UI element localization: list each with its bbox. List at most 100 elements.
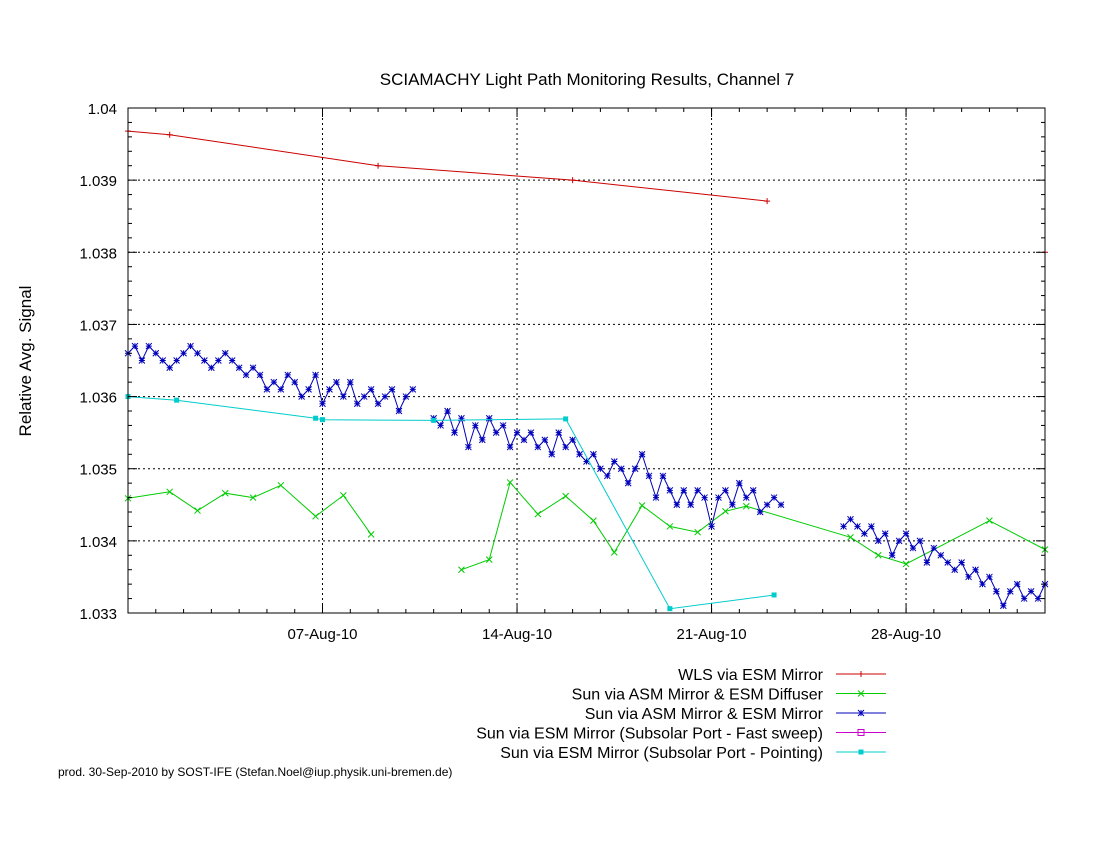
x-tick-label: 28-Aug-10: [871, 626, 941, 643]
data-point: [999, 602, 1007, 610]
data-point: [937, 551, 945, 559]
data-point: [1034, 595, 1042, 602]
data-point: [458, 566, 465, 574]
data-point: [333, 378, 340, 386]
data-point: [854, 523, 861, 530]
data-point: [563, 416, 569, 422]
data-point: [729, 501, 736, 509]
data-point: [485, 414, 493, 422]
data-point: [923, 559, 931, 566]
legend-swatch-marker: [858, 671, 864, 677]
x-tick-label: 07-Aug-10: [287, 626, 357, 643]
data-point: [166, 131, 173, 138]
data-point: [221, 349, 229, 357]
data-point: [569, 436, 576, 444]
data-point: [346, 378, 354, 386]
legend-label: Sun via ASM Mirror & ESM Diffuser: [572, 687, 824, 704]
data-point: [437, 422, 444, 429]
data-point: [242, 371, 250, 379]
data-point: [506, 443, 514, 451]
legend-swatch-marker: [857, 709, 865, 717]
data-point: [735, 479, 743, 487]
data-point: [235, 364, 243, 372]
data-point: [840, 523, 847, 530]
data-point: [458, 414, 465, 422]
data-point: [313, 415, 319, 421]
data-point: [861, 530, 868, 537]
data-point: [214, 357, 222, 364]
chart-title: SCIAMACHY Light Path Monitoring Results,…: [380, 70, 795, 89]
data-point: [590, 517, 597, 525]
data-point: [1027, 588, 1035, 595]
data-point: [187, 342, 194, 350]
data-point: [320, 417, 326, 423]
data-point: [610, 458, 618, 465]
data-point: [277, 386, 285, 393]
data-point: [340, 492, 347, 499]
data-point: [367, 531, 375, 538]
data-point: [666, 523, 674, 530]
series-line: [127, 396, 775, 610]
footer-credit: prod. 30-Sep-2010 by SOST-IFE (Stefan.No…: [58, 765, 452, 779]
data-point: [902, 560, 910, 568]
data-point: [534, 443, 542, 451]
data-point: [152, 349, 160, 357]
legend: WLS via ESM Mirror Sun via ASM Mirror & E…: [476, 667, 886, 762]
data-point: [194, 507, 201, 514]
data-point: [847, 533, 854, 541]
data-point: [270, 378, 278, 386]
data-point: [638, 450, 646, 458]
data-point: [431, 417, 437, 423]
data-point: [555, 429, 563, 436]
data-point: [277, 481, 285, 489]
plot-frame: [127, 107, 1046, 614]
data-point: [444, 407, 451, 415]
data-point: [756, 508, 764, 516]
data-point: [569, 177, 576, 184]
data-point: [659, 472, 667, 480]
data-point: [201, 357, 208, 364]
data-point: [610, 549, 618, 556]
data-point: [319, 400, 326, 408]
data-point: [326, 386, 333, 393]
data-point: [771, 592, 777, 598]
data-point: [471, 422, 479, 429]
data-point: [374, 400, 382, 408]
data-point: [715, 494, 722, 501]
data-point: [617, 465, 625, 473]
data-point: [722, 487, 729, 494]
data-point: [944, 559, 952, 566]
data-point: [145, 342, 153, 350]
legend-label: Sun via ESM Mirror (Subsolar Port - Fast…: [476, 726, 823, 743]
data-point: [492, 429, 500, 436]
data-point: [465, 443, 472, 451]
data-point: [874, 537, 882, 545]
data-point: [381, 393, 389, 400]
data-point: [972, 566, 979, 574]
data-point: [249, 494, 257, 501]
data-point: [562, 492, 570, 500]
data-point: [166, 364, 174, 372]
data-point: [597, 465, 604, 473]
y-tick-label: 1.04: [88, 101, 117, 118]
data-point: [652, 494, 660, 501]
data-point: [527, 429, 535, 436]
series-layer: [124, 128, 1049, 612]
data-point: [708, 523, 715, 530]
y-tick-label: 1.037: [79, 317, 117, 334]
data-point: [520, 436, 528, 444]
x-tick-label: 21-Aug-10: [677, 626, 747, 643]
data-point: [687, 501, 695, 509]
legend-label: WLS via ESM Mirror: [678, 667, 824, 684]
y-tick-label: 1.039: [79, 173, 117, 190]
data-point: [847, 515, 854, 523]
data-point: [312, 512, 319, 520]
data-point: [867, 523, 875, 530]
data-point: [138, 357, 146, 364]
data-point: [965, 573, 972, 581]
data-point: [722, 507, 729, 515]
data-point: [916, 537, 924, 545]
data-point: [499, 422, 507, 429]
data-point: [694, 487, 702, 494]
